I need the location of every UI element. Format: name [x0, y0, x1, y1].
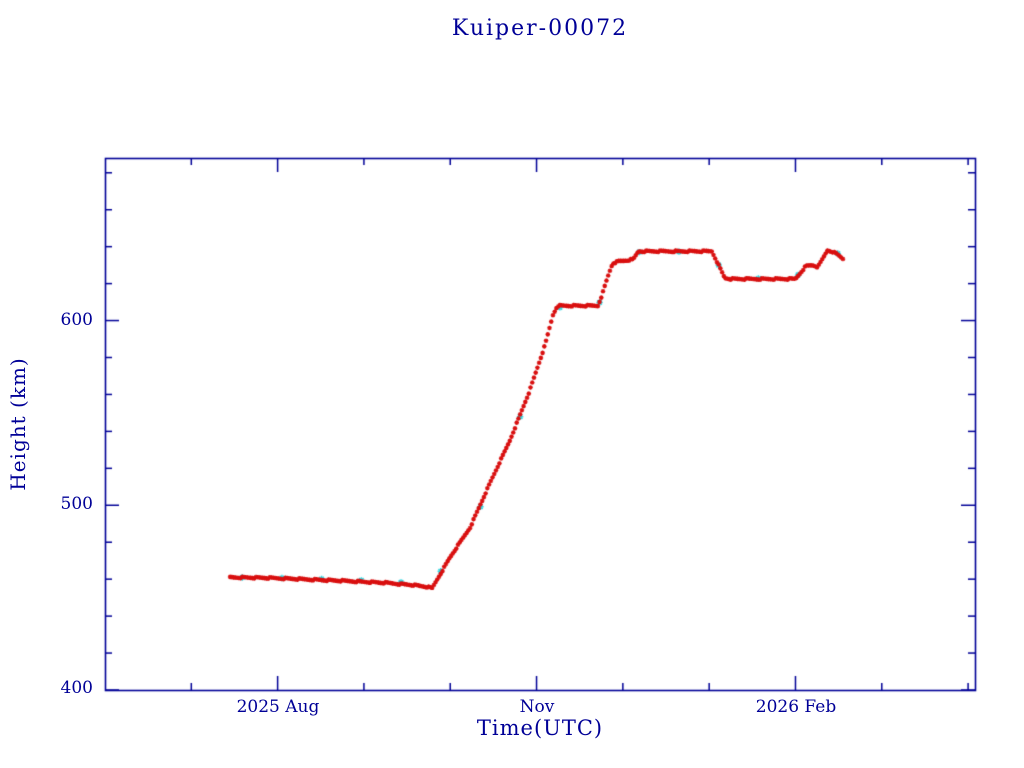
- x-tick-label-nov: Nov: [519, 697, 555, 717]
- y-tick-label-600: 600: [60, 310, 93, 330]
- chart-title: Kuiper-00072: [451, 16, 629, 41]
- x-axis-label: Time(UTC): [476, 716, 604, 740]
- x-tick-label-2025-aug: 2025 Aug: [236, 697, 320, 717]
- x-tick-label-2026-feb: 2026 Feb: [755, 697, 837, 717]
- y-tick-label-500: 500: [60, 494, 93, 514]
- y-tick-label-400: 400: [60, 678, 93, 698]
- y-axis-label: Height (km): [6, 357, 30, 491]
